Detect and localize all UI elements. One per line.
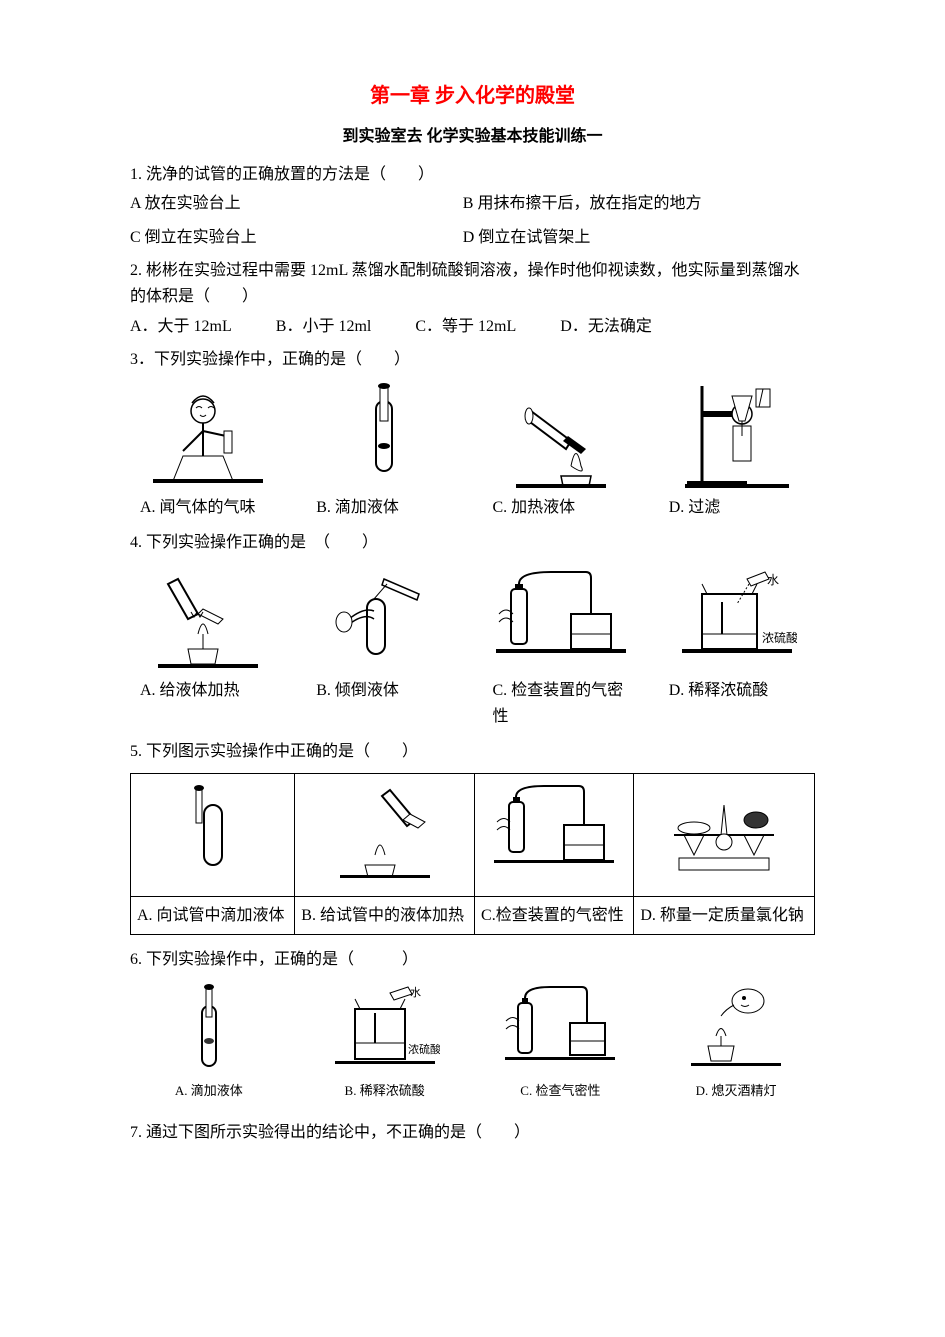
q3-diagram-b (306, 381, 462, 491)
q4-diagram-c (483, 564, 639, 674)
q6-diagram-b: 水 浓硫酸 (306, 981, 464, 1081)
q5-diagram-c (475, 773, 634, 896)
q4-diagram-b (306, 564, 462, 674)
q4-diagram-d: 水 浓硫酸 (659, 564, 815, 674)
svg-text:水: 水 (410, 986, 421, 999)
q3-diagram-c (483, 381, 639, 491)
svg-text:浓硫酸: 浓硫酸 (408, 1042, 440, 1056)
section-subtitle: 到实验室去 化学实验基本技能训练一 (130, 124, 815, 150)
q1-option-d: D 倒立在试管架上 (463, 225, 792, 251)
q3-diagram-row (130, 381, 815, 491)
q4-label-water: 水 (767, 573, 779, 587)
q2-option-d: D．无法确定 (560, 314, 652, 340)
q3-stem: 3．下列实验操作中，正确的是（ ） (130, 347, 815, 373)
q1-option-c: C 倒立在实验台上 (130, 225, 459, 251)
q4-stem: 4. 下列实验操作正确的是 （ ） (130, 530, 815, 556)
q6-option-d: D. 熄灭酒精灯 (657, 1081, 815, 1102)
q5-diagram-d (634, 773, 815, 896)
q6-stem: 6. 下列实验操作中，正确的是（ ） (130, 947, 815, 973)
q3-diagram-a (130, 381, 286, 491)
q5-option-d: D. 称量一定质量氯化钠 (634, 896, 815, 935)
q5-option-c: C.检查装置的气密性 (475, 896, 634, 935)
q5-option-b: B. 给试管中的液体加热 (295, 896, 475, 935)
q4-diagram-a (130, 564, 286, 674)
q3-option-a: A. 闻气体的气味 (130, 495, 286, 521)
q5-diagram-a (131, 773, 295, 896)
q5-diagram-b (295, 773, 475, 896)
q6-option-b: B. 稀释浓硫酸 (306, 1081, 464, 1102)
q5-stem: 5. 下列图示实验操作中正确的是（ ） (130, 739, 815, 765)
chapter-title: 第一章 步入化学的殿堂 (130, 80, 815, 112)
q6-diagram-row: A. 滴加液体 水 浓硫酸 B. 稀释浓硫酸 (130, 981, 815, 1102)
q4-label-acid: 浓硫酸 (762, 630, 797, 645)
q3-option-c: C. 加热液体 (483, 495, 639, 521)
q1-option-b: B 用抹布擦干后，放在指定的地方 (463, 191, 792, 217)
q4-option-d: D. 稀释浓硫酸 (659, 678, 815, 729)
q7-stem: 7. 通过下图所示实验得出的结论中，不正确的是（ ） (130, 1120, 815, 1146)
q6-option-c: C. 检查气密性 (482, 1081, 640, 1102)
q5-table: A. 向试管中滴加液体 B. 给试管中的液体加热 C.检查装置的气密性 D. 称… (130, 773, 815, 936)
q5-option-a: A. 向试管中滴加液体 (131, 896, 295, 935)
q4-option-a: A. 给液体加热 (130, 678, 286, 729)
q6-diagram-d (657, 981, 815, 1081)
q2-option-b: B．小于 12ml (276, 314, 372, 340)
q4-diagram-row: 水 浓硫酸 (130, 564, 815, 674)
q3-diagram-d (659, 381, 815, 491)
q6-diagram-c (482, 981, 640, 1081)
q3-option-d: D. 过滤 (659, 495, 815, 521)
q6-option-a: A. 滴加液体 (130, 1081, 288, 1102)
q2-option-a: A．大于 12mL (130, 314, 232, 340)
q3-option-b: B. 滴加液体 (306, 495, 462, 521)
q2-stem: 2. 彬彬在实验过程中需要 12mL 蒸馏水配制硫酸铜溶液，操作时他仰视读数，他… (130, 258, 815, 309)
q6-diagram-a (130, 981, 288, 1081)
q4-option-b: B. 倾倒液体 (306, 678, 462, 729)
q1-option-a: A 放在实验台上 (130, 191, 459, 217)
q1-stem: 1. 洗净的试管的正确放置的方法是（ ） (130, 162, 815, 188)
q2-option-c: C．等于 12mL (415, 314, 516, 340)
q4-option-c: C. 检查装置的气密性 (483, 678, 639, 729)
